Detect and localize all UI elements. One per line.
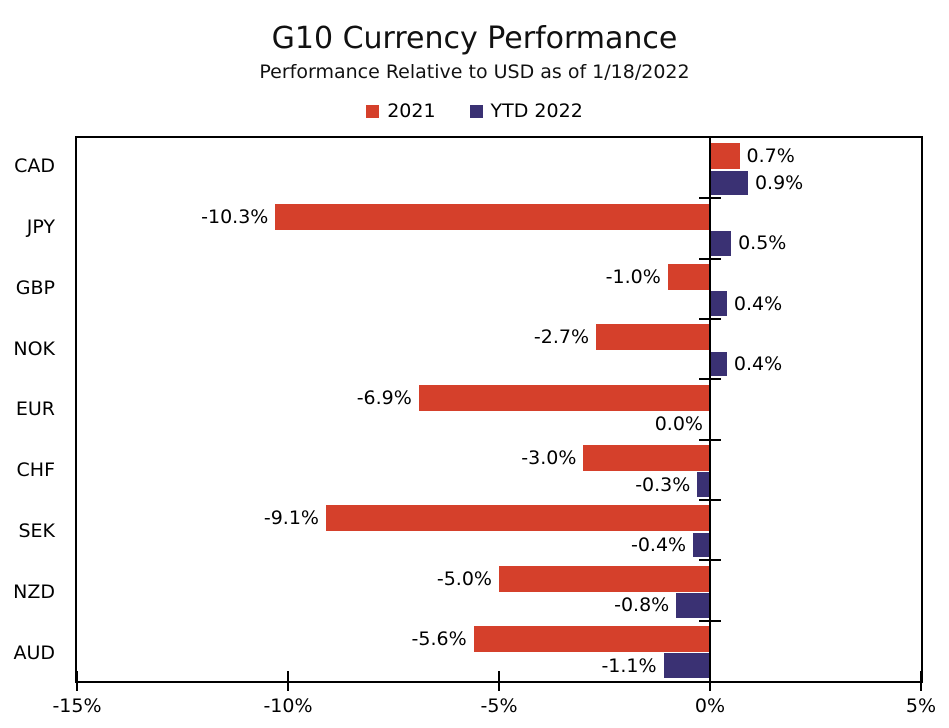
- plot-area: 0.7% 0.9% -10.3% 0.5% -1.0% 0.4% -2.7% 0.4% -6.9…: [75, 136, 923, 691]
- category-label-cad: CAD: [14, 155, 55, 178]
- data-label-ytd-2022-cad: 0.9%: [754, 171, 804, 194]
- data-label-2021-nzd: -5.0%: [436, 567, 492, 590]
- bar-ytd-2022-nzd: [676, 592, 710, 618]
- bar-ytd-2022-aud: [663, 653, 710, 678]
- x-axis-tick-4: [920, 671, 922, 691]
- data-label-ytd-2022-nok: 0.4%: [733, 352, 783, 375]
- data-label-2021-sek: -9.1%: [263, 507, 319, 530]
- category-label-aud: AUD: [13, 641, 55, 664]
- data-label-ytd-2022-eur: 0.0%: [654, 413, 703, 436]
- bar-ytd-2022-chf: [697, 472, 710, 497]
- bar-ytd-2022-sek: [693, 532, 710, 558]
- bar-2021-sek: [325, 505, 710, 532]
- legend-swatch-ytd-2022-icon: [469, 104, 483, 118]
- category-label-chf: CHF: [16, 459, 55, 482]
- x-axis-tick-0: [76, 671, 78, 691]
- bar-2021-cad: [710, 143, 740, 170]
- data-label-2021-eur: -6.9%: [356, 386, 412, 409]
- x-tick-label-3: 0%: [694, 695, 726, 717]
- category-label-eur: EUR: [15, 398, 55, 421]
- data-label-2021-gbp: -1.0%: [605, 266, 661, 289]
- legend-swatch-2021-icon: [366, 104, 380, 118]
- data-label-2021-chf: -3.0%: [521, 447, 577, 470]
- legend-item-ytd-2022: YTD 2022: [469, 100, 583, 122]
- bar-2021-nok: [596, 324, 710, 351]
- bar-2021-chf: [583, 445, 710, 472]
- bar-2021-gbp: [667, 264, 710, 291]
- category-label-nok: NOK: [13, 337, 55, 360]
- x-axis-labels: -15% -10% -5% 0% 5%: [52, 695, 936, 723]
- x-tick-label-2: -5%: [480, 695, 518, 717]
- x-axis-tick-2: [498, 671, 500, 691]
- data-label-2021-aud: -5.6%: [411, 628, 467, 651]
- zero-axis-line: [709, 138, 711, 681]
- bar-ytd-2022-jpy: [710, 230, 732, 256]
- data-label-2021-nok: -2.7%: [533, 326, 590, 349]
- data-label-2021-cad: 0.7%: [746, 145, 795, 168]
- data-label-ytd-2022-chf: -0.3%: [635, 473, 691, 496]
- data-label-ytd-2022-gbp: 0.4%: [733, 292, 783, 315]
- bar-ytd-2022-gbp: [710, 291, 727, 316]
- x-axis-tick-3: [709, 671, 711, 691]
- data-label-ytd-2022-aud: -1.1%: [601, 654, 657, 677]
- x-axis-tick-1: [287, 671, 289, 691]
- category-label-nzd: NZD: [13, 580, 55, 603]
- category-label-jpy: JPY: [26, 216, 55, 239]
- legend: 2021 YTD 2022: [0, 100, 949, 122]
- x-tick-label-4: 5%: [905, 695, 937, 717]
- bar-2021-eur: [418, 384, 710, 411]
- legend-item-2021: 2021: [366, 100, 436, 122]
- data-label-2021-jpy: -10.3%: [201, 205, 269, 228]
- x-tick-label-0: -15%: [52, 695, 102, 717]
- data-label-ytd-2022-jpy: 0.5%: [738, 232, 787, 255]
- legend-label-ytd-2022: YTD 2022: [490, 100, 583, 122]
- data-label-ytd-2022-nzd: -0.8%: [614, 594, 670, 617]
- data-label-ytd-2022-sek: -0.4%: [630, 533, 687, 556]
- chart-title: G10 Currency Performance: [271, 21, 678, 56]
- bar-2021-jpy: [275, 203, 710, 230]
- category-label-gbp: GBP: [15, 276, 55, 299]
- bar-2021-nzd: [499, 565, 710, 592]
- chart-subtitle: Performance Relative to USD as of 1/18/2…: [259, 61, 690, 83]
- category-label-sek: SEK: [18, 520, 55, 543]
- bar-2021-aud: [473, 626, 710, 653]
- bar-ytd-2022-nok: [710, 351, 727, 377]
- legend-label-2021: 2021: [387, 100, 436, 122]
- category-axis: CAD JPY GBP NOK EUR CHF SEK NZD AUD: [0, 136, 60, 683]
- bar-ytd-2022-cad: [710, 170, 748, 196]
- x-tick-label-1: -10%: [263, 695, 313, 717]
